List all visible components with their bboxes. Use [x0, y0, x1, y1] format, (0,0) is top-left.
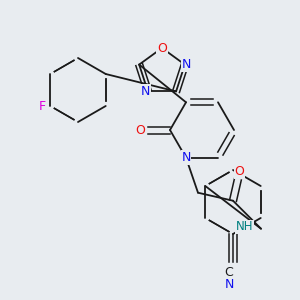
Text: N: N — [181, 151, 191, 164]
Text: N: N — [182, 58, 191, 71]
Text: N: N — [224, 278, 234, 290]
Text: O: O — [135, 124, 145, 136]
Text: O: O — [157, 41, 167, 55]
Text: F: F — [39, 100, 46, 112]
Text: O: O — [235, 165, 244, 178]
Text: NH: NH — [236, 220, 253, 233]
Text: N: N — [141, 85, 151, 98]
Text: C: C — [225, 266, 233, 278]
